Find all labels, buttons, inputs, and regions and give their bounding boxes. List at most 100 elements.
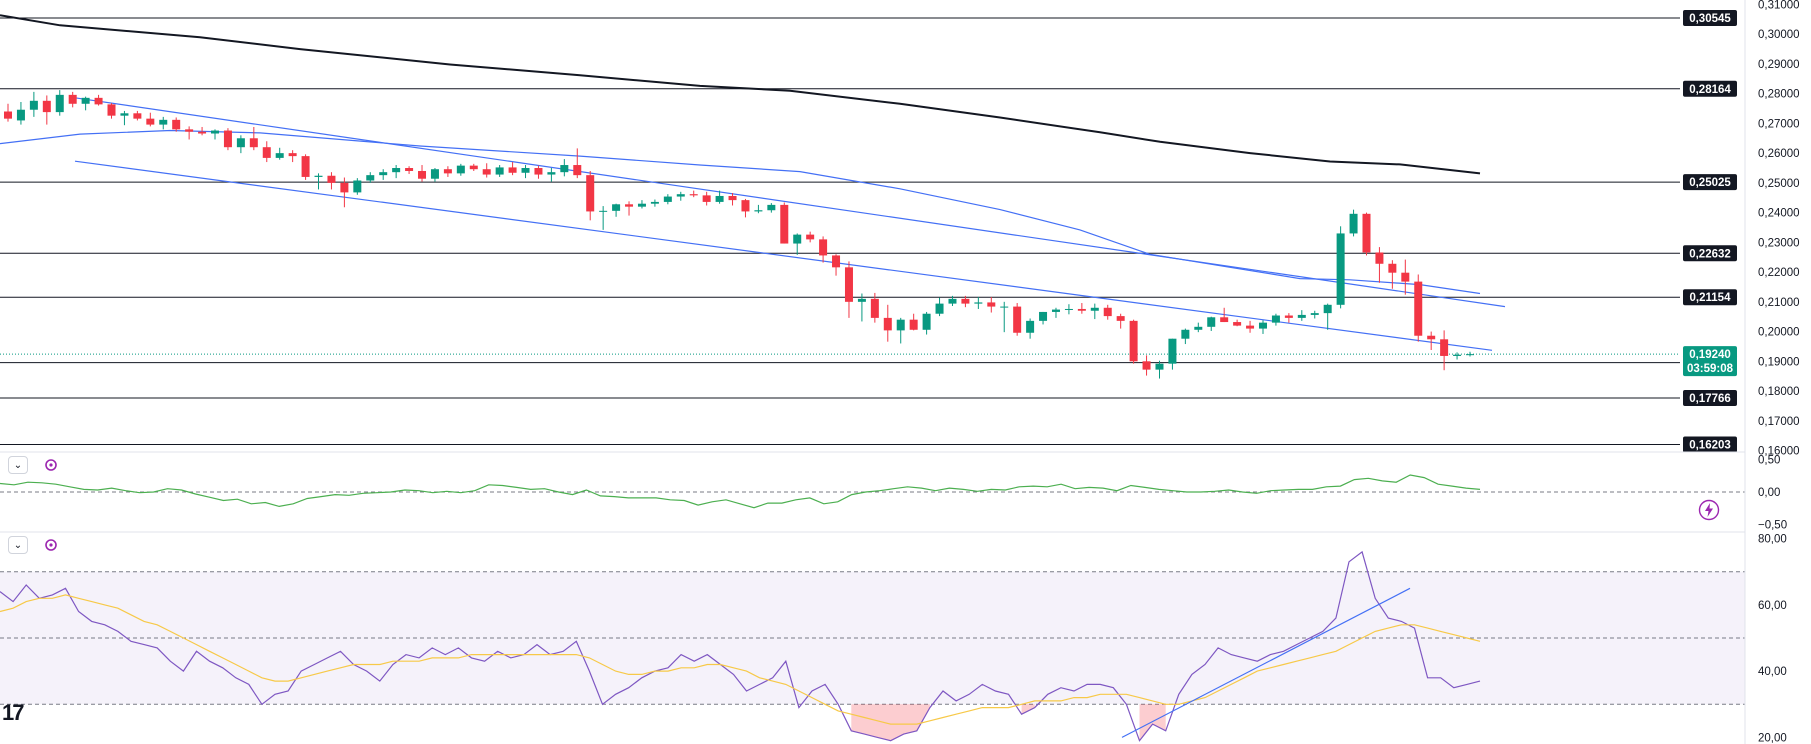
osc-tick-label: 0,00 — [1758, 487, 1780, 499]
candle-body — [1375, 252, 1384, 264]
candle-body — [353, 180, 362, 193]
candle-body — [573, 165, 582, 176]
refresh-icon[interactable] — [43, 457, 59, 473]
candle-body — [1051, 309, 1060, 312]
candle-body — [42, 100, 51, 113]
candle-body — [909, 319, 918, 330]
candle-body — [767, 204, 776, 211]
candle-body — [534, 168, 543, 175]
candle-body — [1233, 322, 1242, 326]
level-tag — [1683, 436, 1737, 453]
candle-body — [728, 195, 737, 201]
candle-body — [1181, 329, 1190, 339]
osc-tick-label: 0,50 — [1758, 454, 1780, 466]
candle-body — [443, 169, 452, 174]
candle-body — [1129, 320, 1138, 362]
candle-body — [301, 156, 310, 177]
price-tick-label: 0,28000 — [1758, 89, 1800, 101]
candle-body — [1427, 335, 1436, 340]
candle-body — [508, 167, 517, 173]
candle-body — [133, 113, 142, 119]
level-tag — [1683, 9, 1737, 26]
candle-body — [55, 94, 64, 113]
candle-body — [1026, 320, 1035, 333]
price-tick-label: 0,24000 — [1758, 208, 1800, 220]
candle-body — [663, 196, 672, 202]
current-price-tag — [1683, 346, 1737, 377]
candle-body — [741, 200, 750, 212]
candle-body — [625, 204, 634, 207]
candle-body — [715, 195, 724, 202]
candle-body — [68, 94, 77, 104]
candle-body — [948, 298, 957, 304]
candle-body — [1323, 304, 1332, 314]
candle-body — [418, 170, 427, 179]
price-tick-label: 0,27000 — [1758, 118, 1800, 130]
candle-body — [560, 165, 569, 173]
candle-body — [172, 119, 181, 130]
price-tick-label: 0,19000 — [1758, 356, 1800, 368]
candle-body — [521, 168, 530, 173]
trend-channel — [74, 97, 1506, 351]
ma-line — [0, 129, 1481, 295]
oscillator-pane: 0,50 0,00 −0,50 — [0, 454, 1787, 532]
level-tag — [1683, 174, 1737, 191]
level-tag — [1683, 289, 1737, 306]
candle-body — [586, 175, 595, 212]
level-tag — [1683, 389, 1737, 406]
candle-body — [1310, 313, 1319, 315]
candle-body — [1039, 311, 1048, 321]
candle-body — [81, 97, 90, 104]
collapse-pane-button[interactable]: ⌄ — [8, 536, 28, 554]
chevron-down-icon: ⌄ — [13, 539, 23, 551]
candle-body — [1362, 213, 1371, 253]
candle-body — [1258, 322, 1267, 329]
candle-body — [482, 169, 491, 175]
candle-body — [379, 172, 388, 176]
candle-body — [340, 182, 349, 193]
horizontal-levels — [0, 17, 1680, 445]
candle-body — [1220, 317, 1229, 323]
moving-averages — [0, 14, 1481, 295]
candle-body — [366, 175, 375, 181]
candle-body — [1388, 263, 1397, 273]
candle-body — [16, 109, 25, 121]
candle-body — [870, 298, 879, 318]
refresh-icon[interactable] — [43, 537, 59, 553]
price-tick-label: 0,23000 — [1758, 237, 1800, 249]
candle-body — [1297, 314, 1306, 318]
candle-body — [1168, 338, 1177, 364]
price-tick-label: 0,20000 — [1758, 327, 1800, 339]
level-tag — [1683, 80, 1737, 97]
candle-body — [754, 210, 763, 212]
price-tick-label: 0,18000 — [1758, 386, 1800, 398]
candle-body — [1077, 308, 1086, 311]
current-price-label: 0,19240 — [1689, 349, 1731, 361]
candle-body — [599, 210, 608, 212]
candle-body — [1194, 326, 1203, 330]
rsi-tick-label: 20,00 — [1758, 732, 1787, 744]
candle-body — [987, 302, 996, 307]
rsi-oversold-fill — [851, 704, 930, 741]
level-tag-label: 0,21154 — [1690, 292, 1732, 304]
candle-body — [935, 303, 944, 314]
candle-body — [146, 118, 155, 125]
candle-body — [159, 119, 168, 125]
chevron-down-icon: ⌄ — [13, 459, 23, 471]
candle-body — [857, 298, 866, 302]
candle-body — [1090, 307, 1099, 311]
price-tick-label: 0,31000 — [1758, 0, 1800, 11]
collapse-pane-button[interactable]: ⌄ — [8, 456, 28, 474]
candle-body — [793, 234, 802, 244]
candle-body — [1246, 325, 1255, 329]
candle-body — [922, 313, 931, 330]
candle-body — [1349, 213, 1358, 234]
candle-body — [456, 165, 465, 174]
tradingview-logo[interactable]: 17 — [2, 700, 25, 725]
candle-body — [1453, 354, 1462, 356]
lightning-icon[interactable] — [1698, 499, 1720, 521]
candle-body — [896, 319, 905, 331]
candle-body — [314, 175, 323, 177]
candle-body — [469, 165, 478, 170]
